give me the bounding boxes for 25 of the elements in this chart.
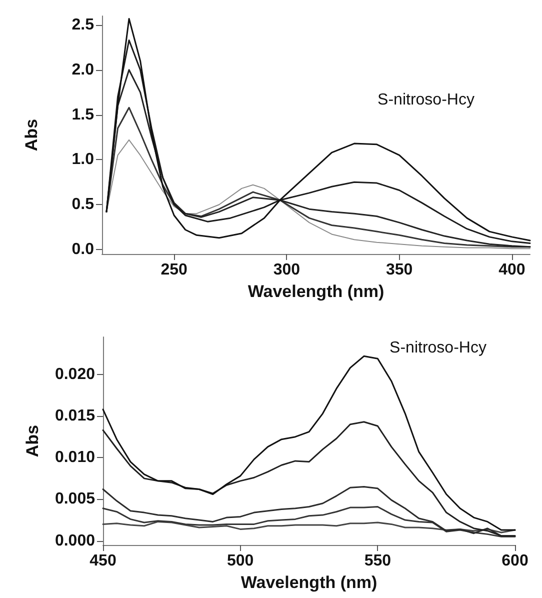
y-tick-label: 0.015	[54, 408, 96, 425]
x-axis-title: Wavelength (nm)	[248, 282, 384, 301]
y-axis-title: Abs	[22, 118, 41, 152]
y-tick-label: 0.020	[54, 366, 96, 383]
y-tick-label: 0.005	[54, 490, 96, 508]
x-tick-label: 550	[364, 552, 392, 570]
x-tick-label: 450	[90, 552, 116, 570]
y-tick-label: 0.000	[54, 532, 96, 550]
x-tick-label: 400	[498, 262, 526, 278]
annotation: S-nitroso-Hcy	[390, 340, 486, 356]
x-tick-label: 500	[226, 552, 254, 570]
x-tick-label: 350	[386, 262, 413, 278]
x-axis-title: Wavelength (nm)	[240, 572, 378, 592]
y-tick-label: 0.0	[72, 241, 94, 258]
y-tick-label: 1.0	[72, 151, 94, 168]
x-tick-label: 300	[273, 262, 300, 278]
annotation: S-nitroso-Hcy	[378, 92, 474, 108]
x-tick-label: 250	[160, 262, 188, 278]
x-tick-label: 600	[502, 552, 528, 570]
y-tick-label: 0.5	[72, 196, 94, 214]
y-tick-label: 2.0	[72, 61, 94, 78]
y-axis-title: Abs	[23, 424, 42, 458]
y-tick-label: 2.5	[72, 16, 94, 34]
y-tick-label: 0.010	[54, 449, 96, 466]
y-tick-label: 1.5	[72, 106, 94, 124]
